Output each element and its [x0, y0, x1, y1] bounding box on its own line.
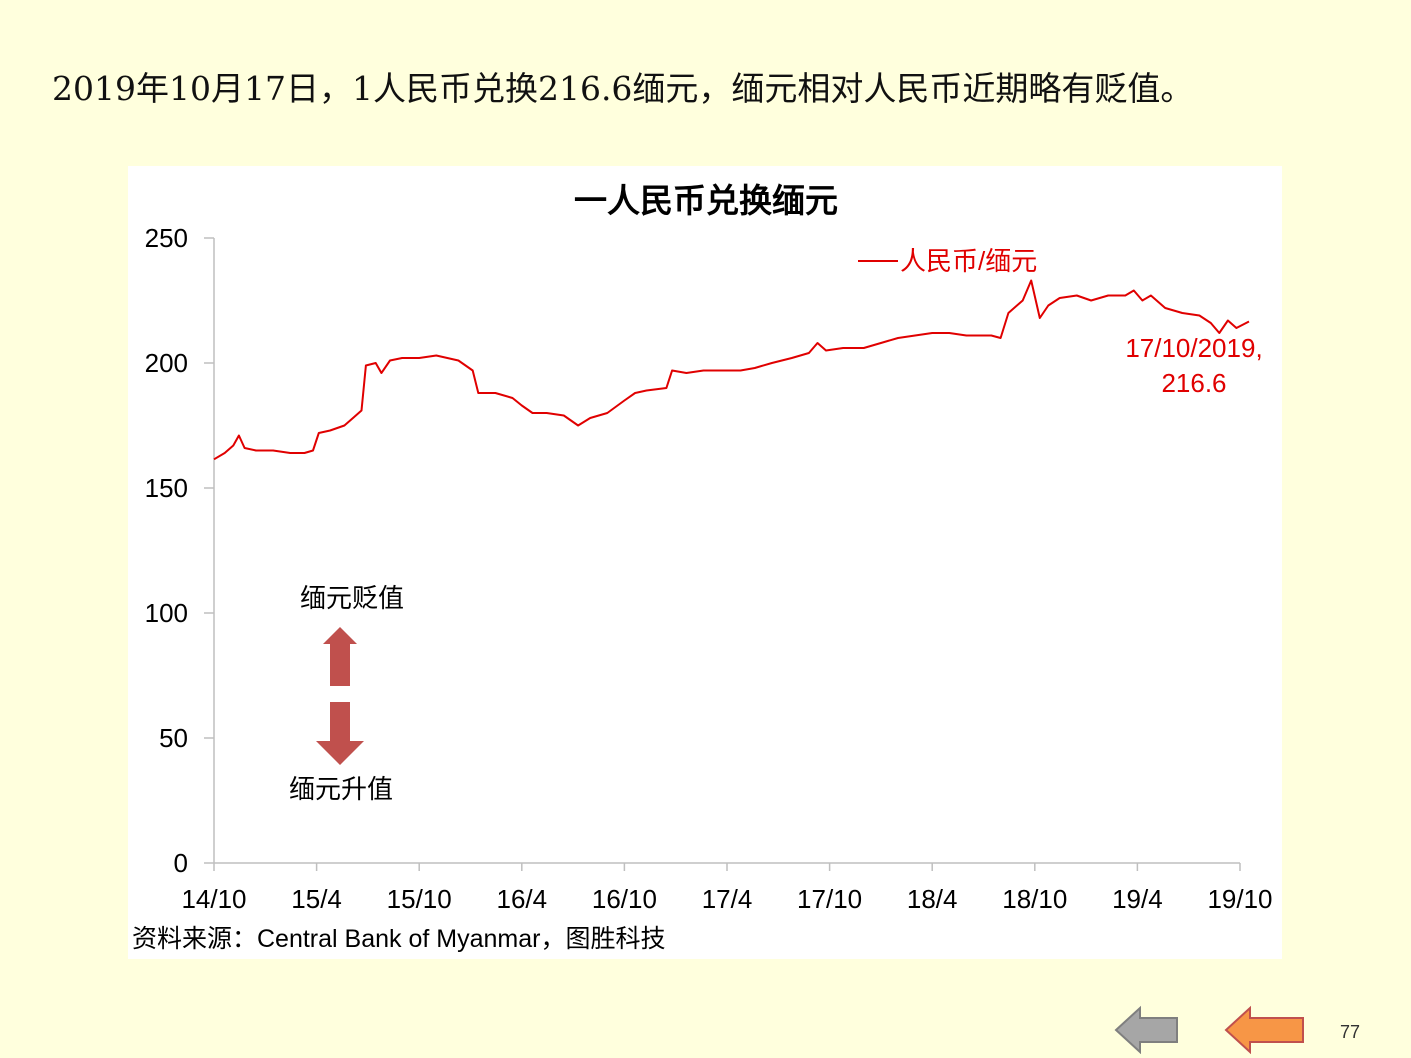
- x-tick-label: 16/4: [496, 884, 547, 914]
- appreciation-label: 缅元升值: [289, 775, 393, 805]
- y-tick-label: 200: [145, 348, 188, 378]
- left-arrow-icon: [1114, 1005, 1178, 1054]
- y-tick-label: 250: [145, 223, 188, 253]
- y-tick-label: 100: [145, 598, 188, 628]
- depreciation-label: 缅元贬值: [300, 584, 404, 614]
- page-number: 77: [1340, 1022, 1361, 1042]
- chart-svg: 一人民币兑换缅元 0 50 100 150 200 250 14/10 15/4 15/10 16…: [145, 181, 1273, 914]
- x-tick-label: 16/10: [592, 884, 657, 914]
- y-tick-label: 50: [159, 723, 188, 753]
- y-tick-label: 150: [145, 473, 188, 503]
- up-arrow-icon: [323, 627, 357, 686]
- down-arrow-icon: [316, 702, 364, 765]
- last-point-date-label: 17/10/2019,: [1125, 333, 1262, 363]
- legend-label: 人民币/缅元: [900, 246, 1037, 276]
- headline: 2019年10月17日，1人民币兑换216.6缅元，缅元相对人民币近期略有贬值。: [52, 69, 1194, 108]
- x-tick-label: 17/4: [702, 884, 753, 914]
- x-tick-label: 18/4: [907, 884, 958, 914]
- source-note: 资料来源：Central Bank of Myanmar，图胜科技: [132, 925, 666, 953]
- series-line: [213, 279, 1250, 461]
- chart-title: 一人民币兑换缅元: [574, 181, 838, 220]
- x-tick-label: 19/10: [1207, 884, 1272, 914]
- next-page-button[interactable]: [1224, 1004, 1306, 1054]
- axes: 0 50 100 150 200 250 14/10 15/4 15/10 16/4 16/10 17…: [145, 223, 1273, 914]
- chart-panel: 一人民币兑换缅元 0 50 100 150 200 250 14/10 15/4 15/10 16…: [128, 166, 1282, 959]
- x-tick-label: 15/4: [291, 884, 342, 914]
- x-tick-label: 17/10: [797, 884, 862, 914]
- x-tick-label: 18/10: [1002, 884, 1067, 914]
- left-arrow-icon: [1224, 1005, 1304, 1054]
- x-tick-label: 19/4: [1112, 884, 1163, 914]
- prev-page-button[interactable]: [1114, 1004, 1180, 1054]
- x-tick-label: 15/10: [387, 884, 452, 914]
- y-tick-label: 0: [174, 848, 188, 878]
- x-tick-label: 14/10: [181, 884, 246, 914]
- last-point-value-label: 216.6: [1161, 368, 1226, 398]
- series-layer: [213, 279, 1250, 461]
